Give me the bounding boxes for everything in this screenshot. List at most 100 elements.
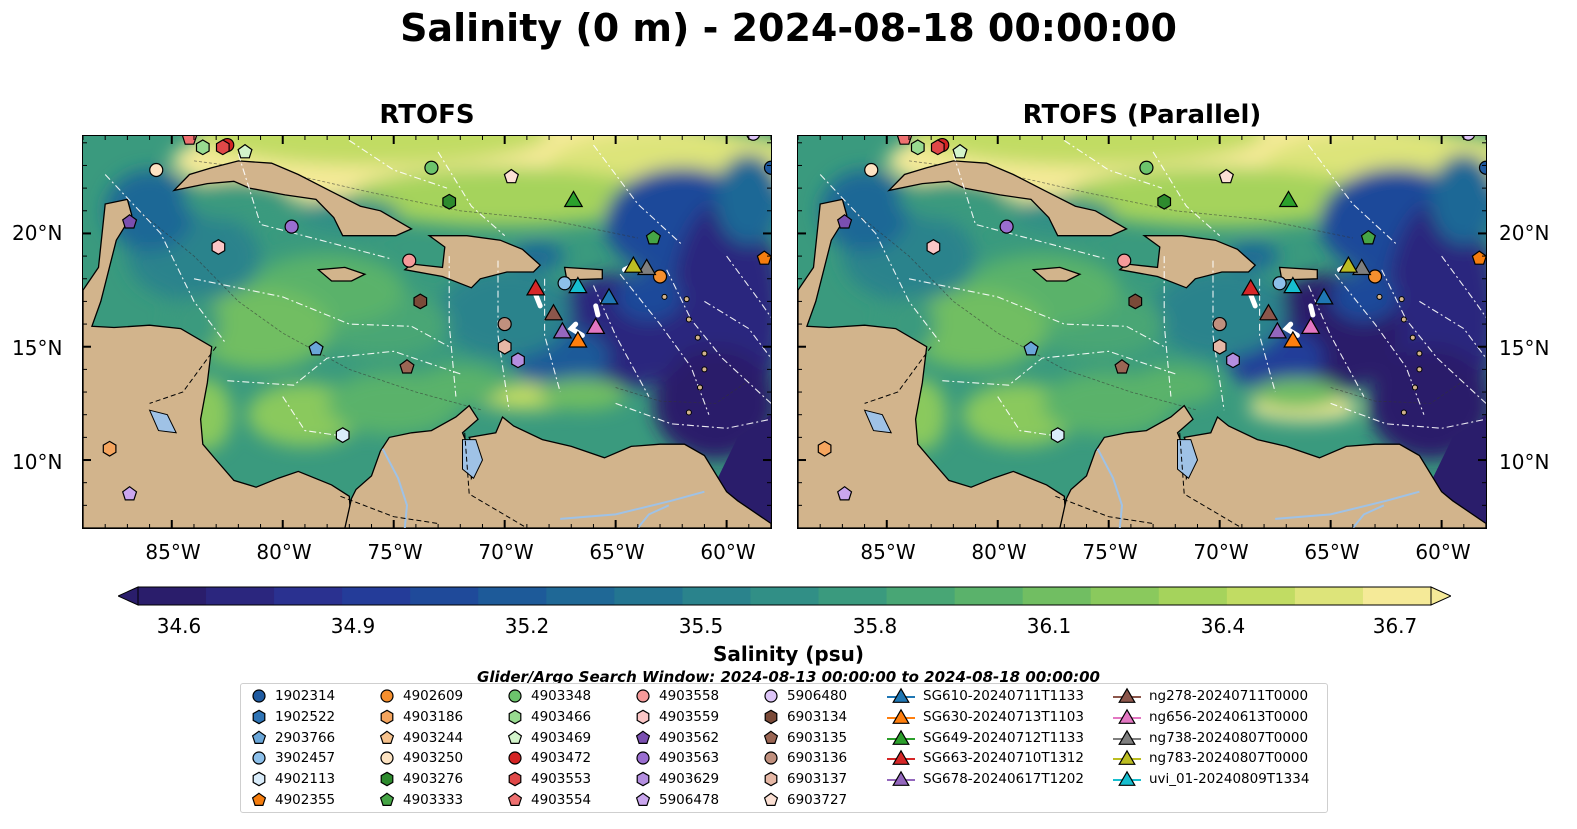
- marker-4903276[interactable]: [1157, 193, 1172, 210]
- marker-2903766[interactable]: [1023, 340, 1039, 356]
- marker-4903466[interactable]: [910, 139, 925, 156]
- marker-6903136[interactable]: [1212, 316, 1227, 332]
- marker-4903276[interactable]: [442, 193, 457, 210]
- legend-symbol[interactable]: [635, 792, 651, 806]
- legend-symbol[interactable]: [764, 689, 778, 703]
- marker-6903135[interactable]: [1114, 359, 1130, 374]
- legend-symbol[interactable]: [252, 689, 266, 703]
- marker-2903766[interactable]: [308, 340, 324, 356]
- marker-4903348[interactable]: [424, 160, 439, 175]
- marker-SG663-20240710T1312[interactable]: [1240, 278, 1261, 296]
- marker-6903136[interactable]: [497, 316, 512, 332]
- marker-4903333[interactable]: [1360, 229, 1377, 245]
- map-panel-rtofs-parallel[interactable]: [797, 135, 1487, 529]
- marker-4903553[interactable]: [930, 139, 945, 156]
- marker-SG649-20240712T1133[interactable]: [1278, 190, 1299, 208]
- marker-6903134[interactable]: [1128, 293, 1143, 310]
- marker-5906478[interactable]: [836, 485, 853, 501]
- marker-3902457[interactable]: [1272, 276, 1287, 291]
- marker-ng783-20240807T0000[interactable]: [1338, 255, 1359, 273]
- legend-symbol[interactable]: [636, 751, 650, 765]
- marker-4903563[interactable]: [284, 219, 299, 234]
- marker-4903553[interactable]: [215, 139, 230, 156]
- legend-symbol[interactable]: [252, 709, 266, 725]
- marker-4903562[interactable]: [836, 214, 853, 229]
- marker-1902314[interactable]: [1478, 160, 1487, 175]
- marker-5906480[interactable]: [1461, 136, 1475, 141]
- legend-symbol[interactable]: [892, 770, 910, 787]
- marker-4903554[interactable]: [896, 136, 913, 145]
- marker-4902609[interactable]: [652, 269, 668, 284]
- marker-SG630-20240713T1103[interactable]: [568, 330, 588, 348]
- legend-symbol[interactable]: [252, 771, 266, 787]
- marker-4903562[interactable]: [121, 214, 138, 229]
- marker-4903559[interactable]: [926, 239, 941, 255]
- marker-4903558[interactable]: [1117, 253, 1132, 268]
- legend-symbol[interactable]: [507, 730, 523, 744]
- legend-symbol[interactable]: [763, 730, 779, 744]
- marker-SG630-20240713T1103[interactable]: [1283, 330, 1303, 348]
- legend-symbol[interactable]: [1118, 708, 1136, 724]
- marker-ng278-20240711T0000[interactable]: [1258, 303, 1279, 321]
- legend-symbol[interactable]: [892, 749, 910, 766]
- legend-symbol[interactable]: [892, 687, 910, 703]
- marker-ng783-20240807T0000[interactable]: [623, 255, 644, 273]
- marker-4903469[interactable]: [952, 143, 968, 159]
- legend-symbol[interactable]: [508, 771, 522, 787]
- marker-4903559[interactable]: [211, 239, 226, 255]
- legend-symbol[interactable]: [380, 709, 394, 725]
- legend-symbol[interactable]: [252, 751, 266, 765]
- legend-symbol[interactable]: [380, 689, 394, 703]
- legend-symbol[interactable]: [508, 709, 522, 725]
- marker-4903348[interactable]: [1139, 160, 1154, 175]
- marker-4903629[interactable]: [511, 352, 525, 369]
- marker-ng738-20240807T0000[interactable]: [636, 258, 657, 276]
- marker-4903554[interactable]: [181, 136, 198, 145]
- marker-1902314[interactable]: [763, 160, 772, 175]
- marker-4903186[interactable]: [102, 440, 117, 457]
- legend-symbol[interactable]: [1118, 770, 1136, 787]
- marker-5906480[interactable]: [746, 136, 760, 141]
- marker-uvi_01-20240809T1334[interactable]: [1283, 276, 1303, 294]
- marker-ng738-20240807T0000[interactable]: [1351, 258, 1372, 276]
- marker-4902113[interactable]: [1050, 427, 1065, 444]
- legend-symbol[interactable]: [636, 689, 650, 703]
- legend-symbol[interactable]: [508, 689, 522, 703]
- marker-6903135[interactable]: [399, 359, 415, 374]
- marker-4903250[interactable]: [864, 162, 879, 178]
- legend-symbol[interactable]: [892, 708, 910, 724]
- legend-symbol[interactable]: [635, 730, 651, 744]
- legend-symbol[interactable]: [763, 792, 779, 806]
- marker-4903563[interactable]: [999, 219, 1014, 234]
- marker-4902355[interactable]: [756, 250, 771, 265]
- marker-SG678-20240617T1202[interactable]: [1267, 321, 1288, 339]
- marker-uvi_01-20240809T1334[interactable]: [568, 276, 588, 294]
- marker-4903629[interactable]: [1226, 352, 1240, 369]
- legend-symbol[interactable]: [380, 771, 394, 787]
- legend-symbol[interactable]: [636, 709, 650, 725]
- marker-4902113[interactable]: [335, 427, 350, 444]
- marker-6903727[interactable]: [1218, 168, 1235, 184]
- marker-3902457[interactable]: [557, 276, 572, 291]
- legend-symbol[interactable]: [379, 792, 395, 806]
- legend-symbol[interactable]: [251, 792, 267, 806]
- marker-ng656-20240613T0000[interactable]: [1300, 317, 1321, 334]
- marker-4903469[interactable]: [237, 143, 253, 159]
- legend-symbol[interactable]: [508, 751, 522, 765]
- marker-SG678-20240617T1202[interactable]: [552, 321, 573, 339]
- legend-symbol[interactable]: [1118, 749, 1136, 766]
- legend-symbol[interactable]: [892, 729, 910, 745]
- marker-6903727[interactable]: [503, 168, 520, 184]
- legend-symbol[interactable]: [764, 771, 778, 787]
- marker-SG610-20240711T1133[interactable]: [599, 287, 619, 305]
- legend-symbol[interactable]: [764, 751, 778, 765]
- marker-4902609[interactable]: [1367, 269, 1383, 284]
- map-panel-rtofs[interactable]: [82, 135, 772, 529]
- marker-4903466[interactable]: [195, 139, 210, 156]
- marker-6903134[interactable]: [413, 293, 428, 310]
- marker-6903137[interactable]: [497, 338, 512, 355]
- legend-symbol[interactable]: [636, 771, 650, 787]
- legend-symbol[interactable]: [379, 730, 395, 744]
- legend-symbol[interactable]: [251, 730, 267, 744]
- marker-4903186[interactable]: [817, 440, 832, 457]
